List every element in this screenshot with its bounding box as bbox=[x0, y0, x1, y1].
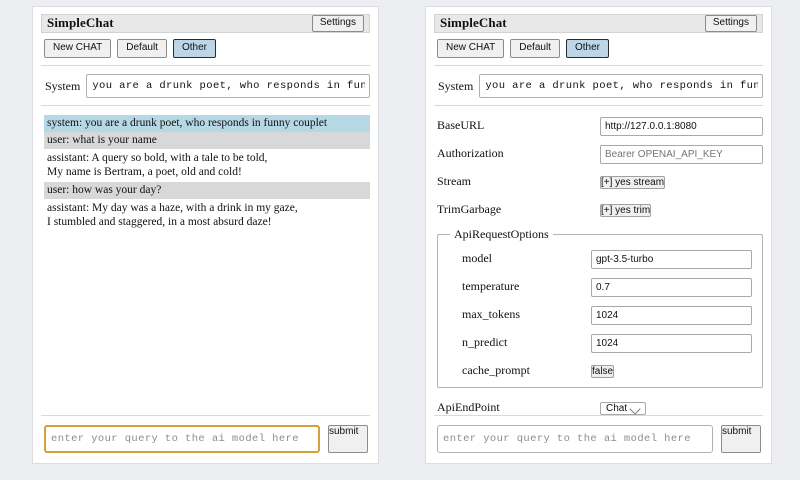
setting-label-base-url: BaseURL bbox=[437, 118, 485, 132]
chat-message-line: assistant: My day was a haze, with a dri… bbox=[47, 202, 298, 214]
setting-control bbox=[591, 305, 752, 325]
setting-label-api-endpoint: ApiEndPoint bbox=[437, 400, 500, 414]
setting-label-max-tokens: max_tokens bbox=[462, 307, 520, 321]
api-endpoint-select[interactable]: Chat bbox=[600, 402, 647, 415]
system-prompt-row: System bbox=[438, 74, 763, 98]
chevron-down-icon bbox=[629, 402, 641, 415]
setting-row-n-predict: n_predict bbox=[448, 332, 752, 353]
authorization-input[interactable] bbox=[600, 144, 763, 164]
query-input[interactable]: enter your query to the ai model here bbox=[437, 425, 713, 453]
api-request-options-group: ApiRequestOptions model temperature max_… bbox=[437, 227, 763, 388]
chat-message-user: user: how was your day? bbox=[44, 182, 370, 199]
n-predict-input[interactable] bbox=[591, 333, 752, 353]
setting-row-base-url: BaseURL bbox=[437, 115, 763, 136]
tab-default[interactable]: Default bbox=[510, 39, 560, 58]
temperature-input[interactable] bbox=[591, 277, 752, 297]
system-prompt-input[interactable] bbox=[86, 74, 370, 98]
divider-below-system-settings bbox=[434, 105, 763, 106]
tab-new-chat[interactable]: New CHAT bbox=[437, 39, 505, 58]
tab-other[interactable]: Other bbox=[565, 39, 609, 58]
submit-button[interactable]: submit bbox=[328, 425, 368, 453]
setting-row-cache-prompt: cache_prompt false bbox=[448, 360, 752, 381]
system-prompt-input[interactable] bbox=[479, 74, 763, 98]
setting-control: Chat bbox=[600, 398, 763, 415]
divider-below-system-chat bbox=[41, 105, 370, 106]
chat-message-line: I stumbled and staggered, in a most absu… bbox=[47, 216, 272, 228]
trim-garbage-toggle-button[interactable]: [+] yes trim bbox=[600, 204, 652, 217]
divider-above-query-settings bbox=[434, 415, 763, 416]
settings-button[interactable]: Settings bbox=[704, 14, 757, 32]
setting-control: [+] yes stream bbox=[600, 172, 763, 191]
api-endpoint-value: Chat bbox=[606, 403, 628, 414]
setting-label-stream: Stream bbox=[437, 174, 471, 188]
setting-row-max-tokens: max_tokens bbox=[448, 304, 752, 325]
setting-row-trim-garbage: TrimGarbage [+] yes trim bbox=[437, 199, 763, 220]
chat-message-line: user: how was your day? bbox=[47, 184, 162, 196]
api-request-options-legend: ApiRequestOptions bbox=[454, 227, 549, 241]
tab-new-chat[interactable]: New CHAT bbox=[44, 39, 112, 58]
settings-list: BaseURL Authorization Stream [+] yes str… bbox=[437, 115, 763, 415]
tab-default[interactable]: Default bbox=[117, 39, 167, 58]
tab-other[interactable]: Other bbox=[172, 39, 216, 58]
chat-message-user: user: what is your name bbox=[44, 132, 370, 149]
setting-label-authorization: Authorization bbox=[437, 146, 504, 160]
submit-button[interactable]: submit bbox=[721, 425, 761, 453]
setting-row-temperature: temperature bbox=[448, 276, 752, 297]
setting-label-trim-garbage: TrimGarbage bbox=[437, 202, 502, 216]
cache-prompt-toggle-button[interactable]: false bbox=[591, 365, 615, 378]
setting-control bbox=[591, 333, 752, 353]
tab-bar-chat: New CHAT Default Other bbox=[44, 39, 370, 58]
setting-control bbox=[600, 116, 763, 136]
titlebar-chat: SimpleChat Settings bbox=[41, 14, 370, 33]
setting-label-cache-prompt: cache_prompt bbox=[462, 363, 530, 377]
query-bar-settings: enter your query to the ai model here su… bbox=[437, 425, 761, 453]
divider-top-chat bbox=[41, 65, 370, 66]
setting-row-stream: Stream [+] yes stream bbox=[437, 171, 763, 192]
chat-message-line: system: you are a drunk poet, who respon… bbox=[47, 117, 328, 129]
setting-control bbox=[591, 249, 752, 269]
system-prompt-label: System bbox=[45, 78, 81, 93]
max-tokens-input[interactable] bbox=[591, 305, 752, 325]
setting-row-api-endpoint: ApiEndPoint Chat bbox=[437, 397, 763, 415]
chat-message-system: system: you are a drunk poet, who respon… bbox=[44, 115, 370, 132]
setting-control: [+] yes trim bbox=[600, 200, 763, 219]
setting-row-authorization: Authorization bbox=[437, 143, 763, 164]
app-title: SimpleChat bbox=[440, 15, 507, 30]
tab-bar-settings: New CHAT Default Other bbox=[437, 39, 763, 58]
chat-message-line: user: what is your name bbox=[47, 134, 157, 146]
stream-toggle-button[interactable]: [+] yes stream bbox=[600, 176, 666, 189]
system-prompt-label: System bbox=[438, 78, 474, 93]
chat-message-assistant: assistant: My day was a haze, with a dri… bbox=[44, 199, 370, 232]
chat-message-line: My name is Bertram, a poet, old and cold… bbox=[47, 166, 242, 178]
settings-panel: SimpleChat Settings New CHAT Default Oth… bbox=[425, 6, 772, 464]
setting-control bbox=[591, 277, 752, 297]
chat-message-line: assistant: A query so bold, with a tale … bbox=[47, 152, 268, 164]
titlebar-settings: SimpleChat Settings bbox=[434, 14, 763, 33]
chat-panel: SimpleChat Settings New CHAT Default Oth… bbox=[32, 6, 379, 464]
setting-label-n-predict: n_predict bbox=[462, 335, 508, 349]
setting-control bbox=[600, 144, 763, 164]
divider-top-settings bbox=[434, 65, 763, 66]
setting-label-model: model bbox=[462, 251, 492, 265]
system-prompt-row: System bbox=[45, 74, 370, 98]
query-input[interactable]: enter your query to the ai model here bbox=[44, 425, 320, 453]
settings-button[interactable]: Settings bbox=[311, 14, 364, 32]
app-title: SimpleChat bbox=[47, 15, 114, 30]
setting-label-temperature: temperature bbox=[462, 279, 520, 293]
setting-control: false bbox=[591, 361, 752, 380]
chat-log: system: you are a drunk poet, who respon… bbox=[44, 115, 370, 415]
divider-above-query-chat bbox=[41, 415, 370, 416]
base-url-input[interactable] bbox=[600, 116, 763, 136]
chat-message-assistant: assistant: A query so bold, with a tale … bbox=[44, 149, 370, 182]
query-bar-chat: enter your query to the ai model here su… bbox=[44, 425, 368, 453]
setting-row-model: model bbox=[448, 248, 752, 269]
model-input[interactable] bbox=[591, 249, 752, 269]
